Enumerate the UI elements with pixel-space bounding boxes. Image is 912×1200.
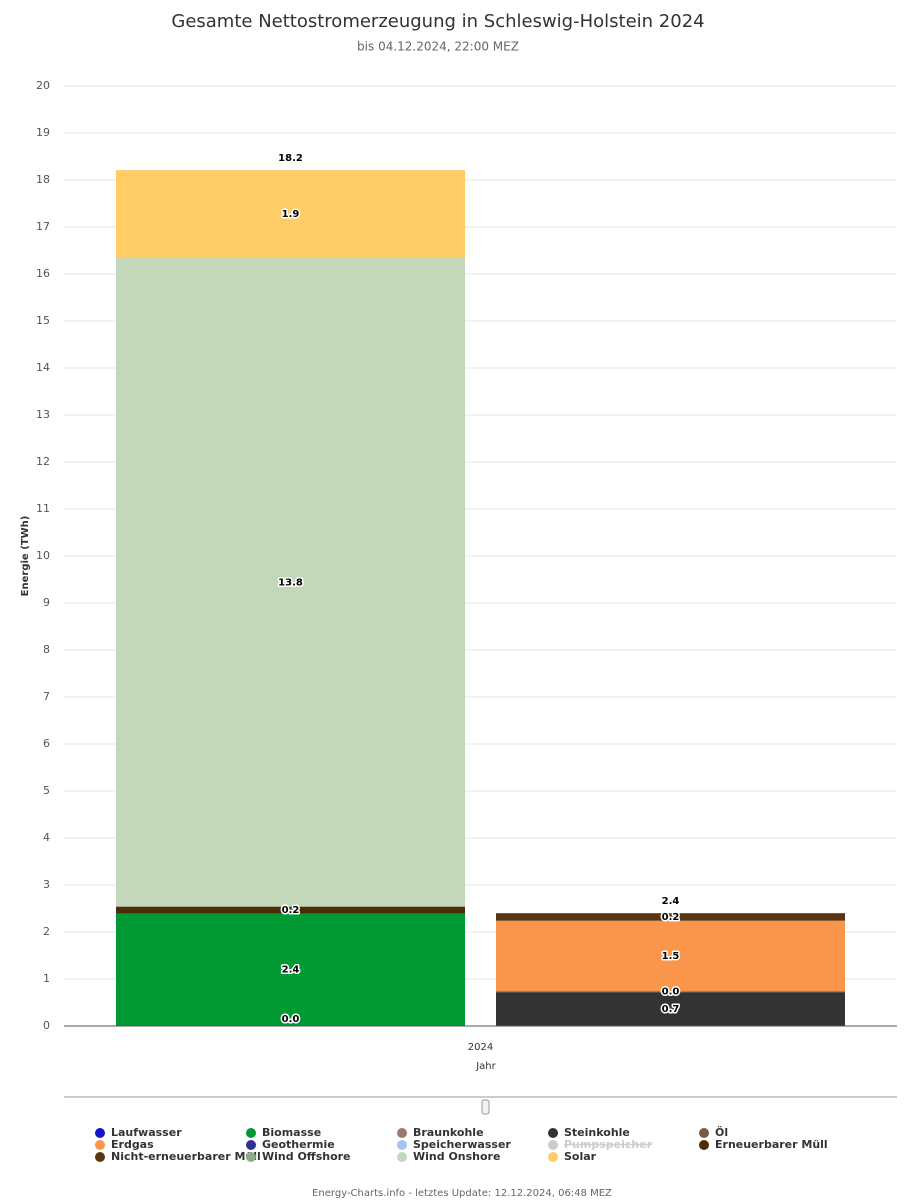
legend-label[interactable]: Wind Offshore [262, 1150, 351, 1163]
data-label: 1.5 [662, 951, 680, 962]
bar-segment [116, 913, 465, 1026]
y-tick-label: 2 [43, 925, 50, 938]
y-tick-label: 0 [43, 1019, 50, 1032]
legend-marker [246, 1140, 256, 1150]
bar-segment [496, 920, 845, 992]
bar-segment [496, 992, 845, 1026]
footer: Energy-Charts.info - letztes Update: 12.… [312, 1188, 612, 1199]
data-label: 0.7 [662, 1004, 680, 1015]
y-tick-label: 4 [43, 831, 50, 844]
y-tick-label: 7 [43, 690, 50, 703]
y-tick-label: 14 [36, 361, 50, 374]
stack-total-label: 18.2 [278, 153, 303, 164]
stack-total-label: 2.4 [662, 896, 680, 907]
navigator-handle[interactable] [481, 1099, 490, 1115]
legend-label[interactable]: Erneuerbarer Müll [715, 1138, 828, 1151]
bar-segment [496, 913, 845, 921]
legend-label[interactable]: Erdgas [111, 1138, 154, 1151]
data-label: 13.8 [278, 577, 303, 588]
legend-marker [95, 1152, 105, 1162]
data-label: 2.4 [282, 965, 300, 976]
legend-label[interactable]: Speicherwasser [413, 1138, 511, 1151]
x-axis-title: Jahr [475, 1061, 496, 1072]
y-tick-label: 20 [36, 79, 50, 92]
chart-subtitle: bis 04.12.2024, 22:00 MEZ [357, 40, 519, 54]
y-tick-label: 15 [36, 314, 50, 327]
legend-marker [246, 1152, 256, 1162]
y-tick-label: 12 [36, 455, 50, 468]
bar-segment [116, 170, 465, 259]
y-tick-label: 6 [43, 737, 50, 750]
data-label: 0.0 [662, 987, 680, 998]
chart-title: Gesamte Nettostromerzeugung in Schleswig… [171, 11, 704, 32]
legend-marker [548, 1140, 558, 1150]
legend-marker [246, 1128, 256, 1138]
data-label: 0.2 [662, 912, 680, 923]
legend-label[interactable]: Öl [715, 1125, 728, 1139]
legend-marker [397, 1152, 407, 1162]
y-tick-label: 13 [36, 408, 50, 421]
bar-segment [116, 258, 465, 907]
legend-label[interactable]: Pumpspeicher [564, 1138, 653, 1151]
y-tick-label: 8 [43, 643, 50, 656]
legend-label[interactable]: Steinkohle [564, 1126, 630, 1139]
legend-marker [699, 1128, 709, 1138]
y-tick-label: 5 [43, 784, 50, 797]
legend-marker [699, 1140, 709, 1150]
legend-marker [95, 1140, 105, 1150]
legend-label[interactable]: Solar [564, 1150, 597, 1163]
data-label: 1.9 [282, 209, 300, 220]
y-tick-label: 16 [36, 267, 50, 280]
legend-marker [95, 1128, 105, 1138]
legend-label[interactable]: Nicht-erneuerbarer Müll [111, 1150, 261, 1163]
legend-label[interactable]: Geothermie [262, 1138, 335, 1151]
y-tick-label: 9 [43, 596, 50, 609]
y-axis-title: Energie (TWh) [20, 516, 31, 597]
y-tick-label: 19 [36, 126, 50, 139]
legend-marker [397, 1128, 407, 1138]
y-tick-label: 3 [43, 878, 50, 891]
legend-marker [548, 1128, 558, 1138]
y-tick-label: 1 [43, 972, 50, 985]
bar-segment [116, 906, 465, 914]
legend-marker [397, 1140, 407, 1150]
bar-segment [496, 991, 845, 993]
legend-label[interactable]: Wind Onshore [413, 1150, 500, 1163]
legend-marker [548, 1152, 558, 1162]
y-tick-label: 11 [36, 502, 50, 515]
legend-label[interactable]: Braunkohle [413, 1126, 484, 1139]
legend-label[interactable]: Laufwasser [111, 1126, 182, 1139]
legend-label[interactable]: Biomasse [262, 1126, 321, 1139]
y-tick-label: 10 [36, 549, 50, 562]
y-tick-label: 18 [36, 173, 50, 186]
data-label: 0.0 [282, 1014, 300, 1025]
x-tick-label: 2024 [468, 1042, 493, 1053]
y-tick-label: 17 [36, 220, 50, 233]
data-label: 0.2 [282, 905, 300, 916]
